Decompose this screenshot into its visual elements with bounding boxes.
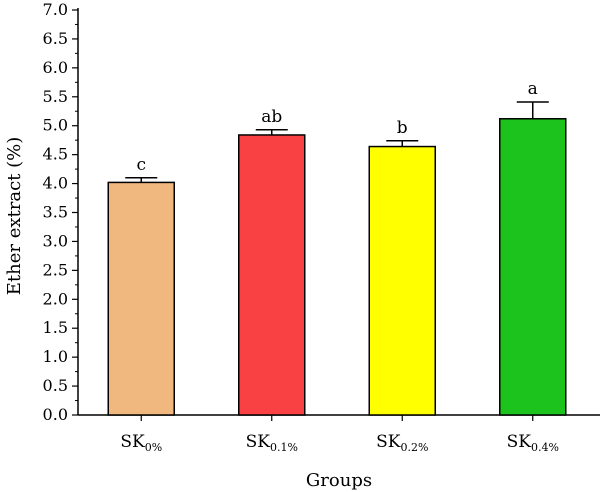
y-tick-label: 4.5 — [43, 145, 68, 164]
significance-label: a — [528, 79, 538, 99]
y-tick-label: 3.5 — [43, 203, 68, 222]
y-tick-label: 6.0 — [43, 58, 68, 77]
y-tick-label: 5.5 — [43, 87, 68, 106]
bar — [368, 145, 436, 416]
y-tick-label: 1.0 — [43, 347, 68, 366]
y-tick-label: 0.0 — [43, 405, 68, 424]
y-tick-label: 2.0 — [43, 289, 68, 308]
y-axis-title: Ether extract (%) — [4, 137, 25, 296]
significance-label: b — [397, 118, 408, 138]
bar — [238, 134, 306, 416]
x-axis: SK0% SK0.1% SK0.2% SK0.4% — [78, 414, 600, 454]
x-tick-label: SK0.1% — [246, 432, 298, 454]
bar — [499, 118, 567, 416]
x-tick-label: SK0.2% — [376, 432, 428, 454]
significance-label: c — [136, 155, 146, 175]
significance-label: ab — [261, 107, 282, 127]
bar — [107, 181, 175, 416]
y-tick-label: 6.5 — [43, 29, 68, 48]
x-tick-label: SK0% — [120, 432, 162, 454]
x-tick-label: SK0.4% — [507, 432, 559, 454]
y-tick-label: 3.0 — [43, 231, 68, 250]
y-tick-label: 1.5 — [43, 318, 68, 337]
y-tick-label: 7.0 — [43, 0, 68, 19]
y-tick-label: 2.5 — [43, 260, 68, 279]
y-tick-label: 4.0 — [43, 174, 68, 193]
y-axis: 0.0 0.5 1.0 1.5 2.0 2.5 3.0 3.5 4.0 4.5 5.0 5.5 6.0 6… — [43, 0, 79, 424]
y-tick-label: 5.0 — [43, 116, 68, 135]
x-axis-title: Groups — [306, 470, 372, 491]
y-tick-label: 0.5 — [43, 376, 68, 395]
bars-group: c ab b a — [107, 79, 567, 416]
